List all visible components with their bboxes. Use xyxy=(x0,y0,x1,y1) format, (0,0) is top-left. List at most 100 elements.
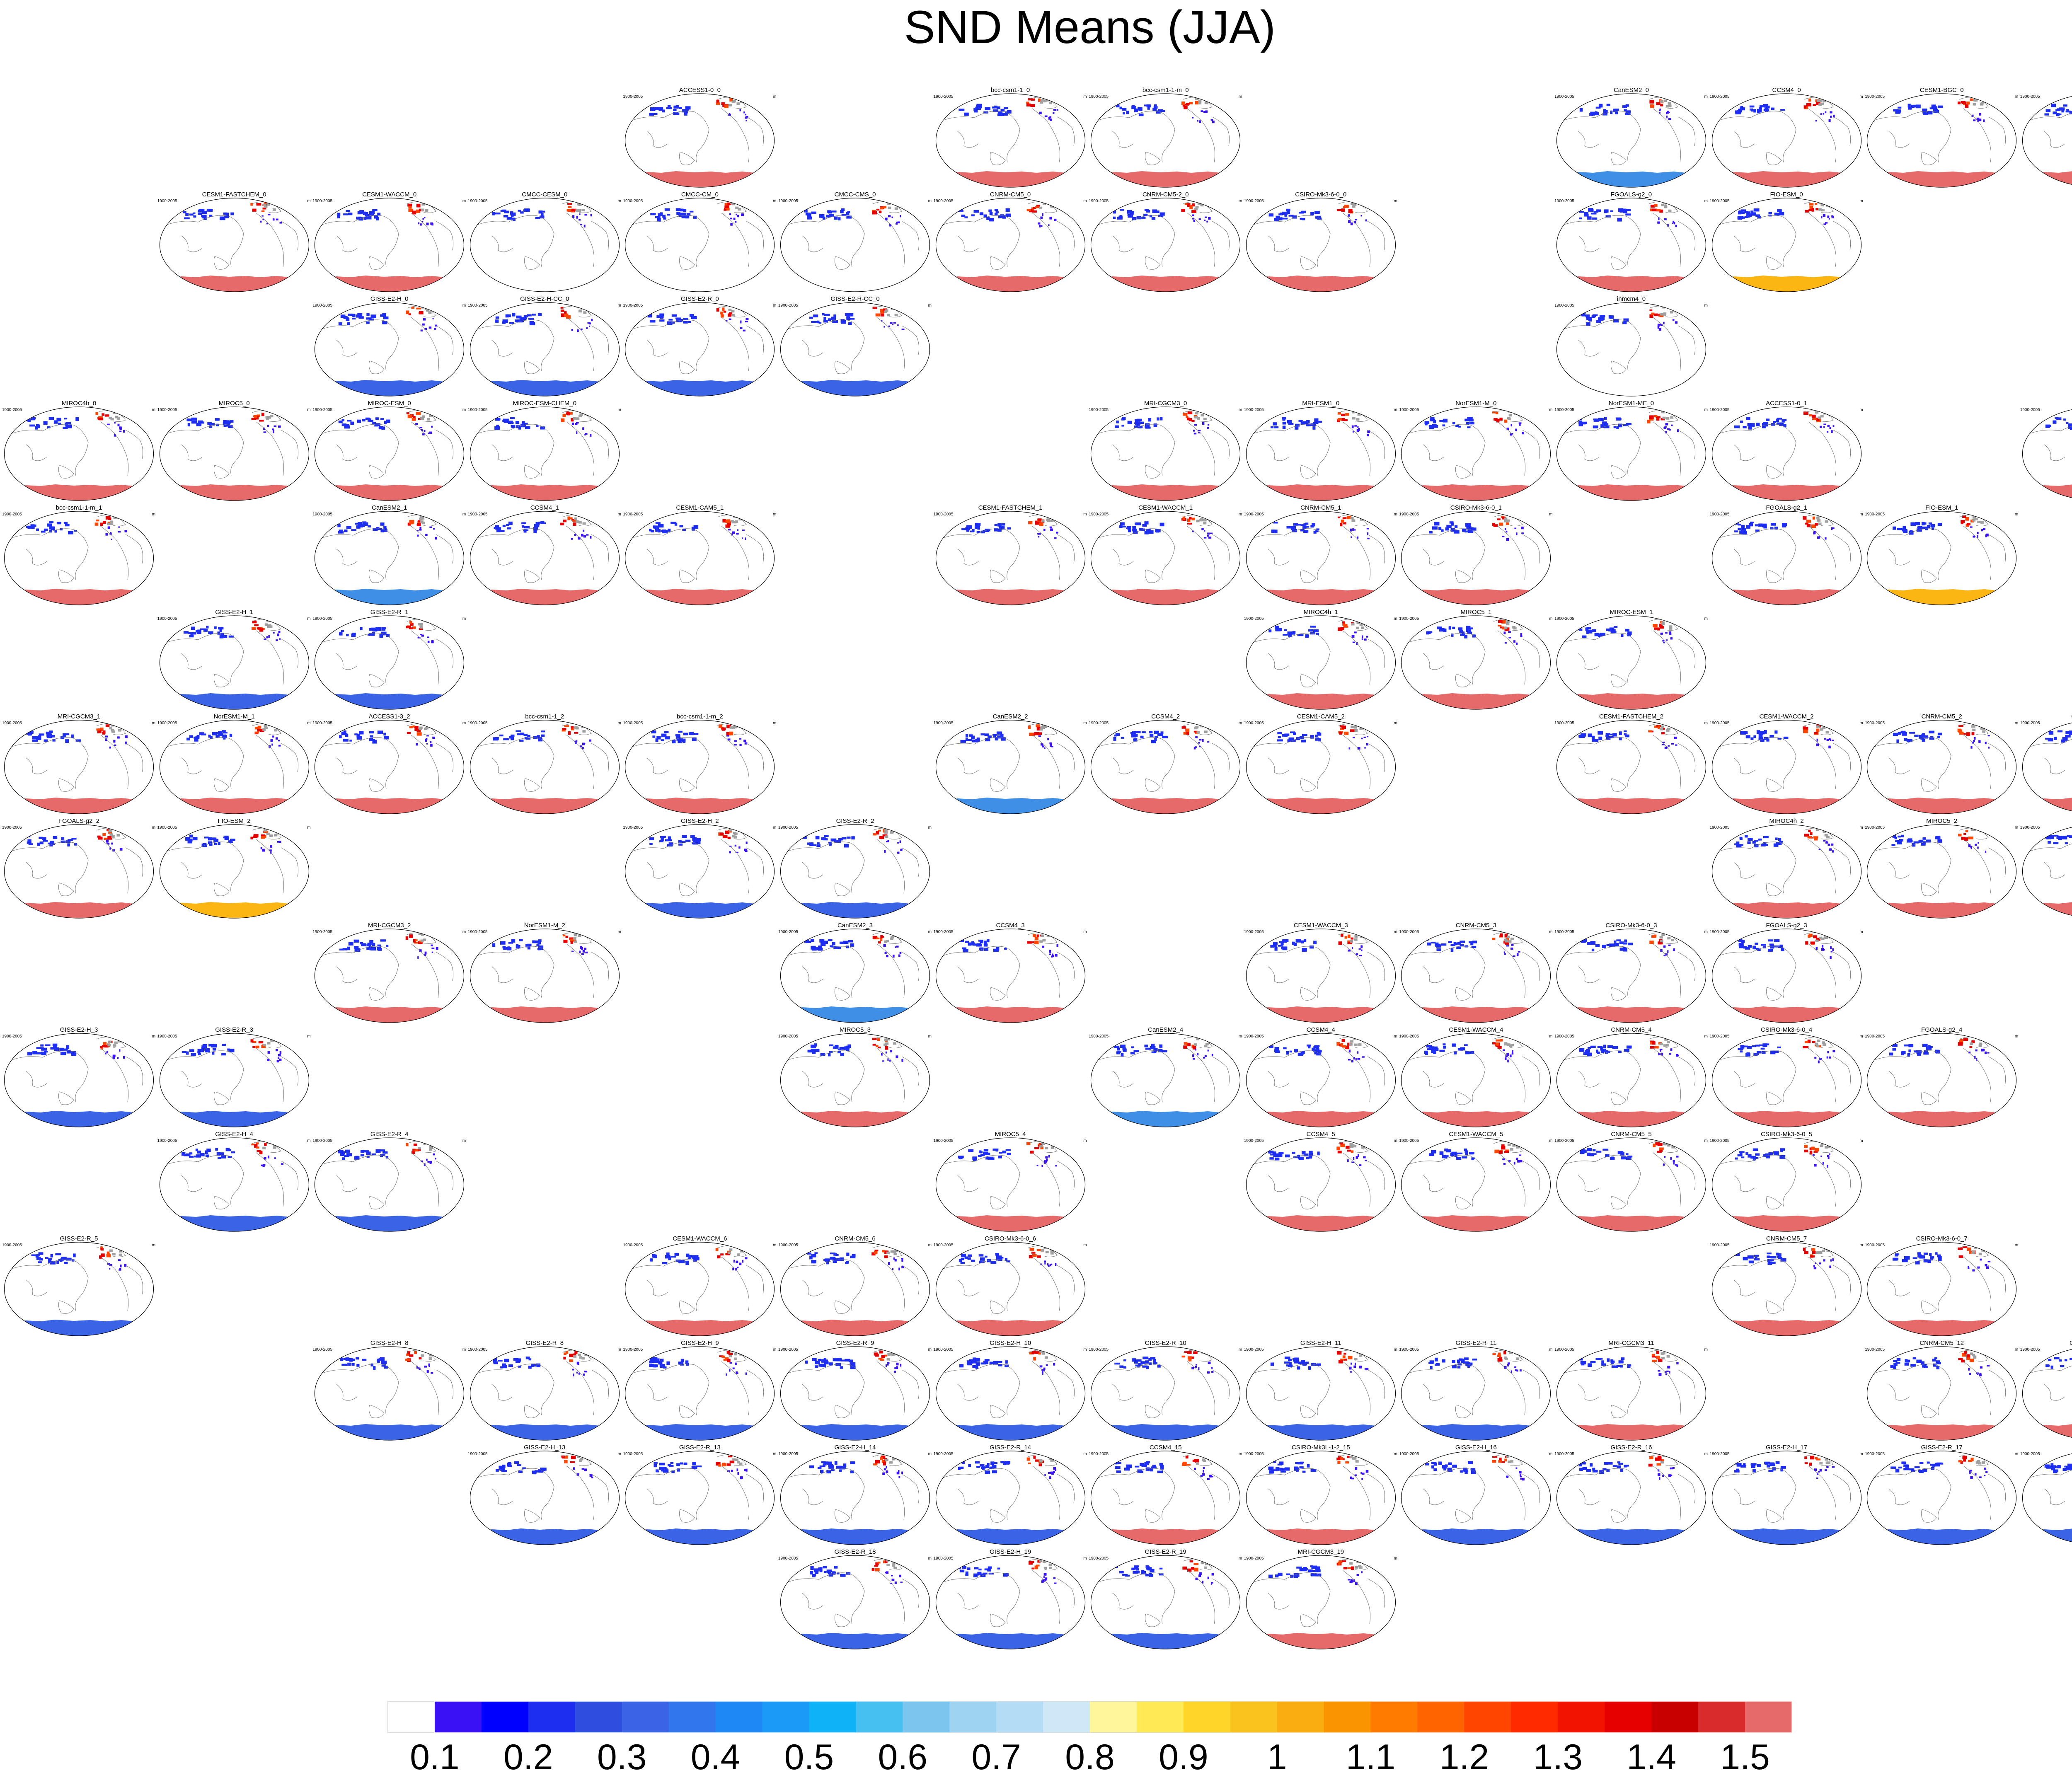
panel-title: GISS-E2-R_9 xyxy=(836,1340,874,1347)
panel-corner-label: m xyxy=(1394,1347,1397,1352)
northern-snow xyxy=(1891,828,1987,853)
panel-title: GISS-E2-H_2 xyxy=(681,817,719,825)
panel-corner-label: m xyxy=(307,721,311,725)
map-panel: CSIRO-Mk3-6-0_3 1900-2005 m xyxy=(1554,921,1709,1025)
panel-title: CESM1-WACCM_1 xyxy=(1138,504,1193,511)
coastlines xyxy=(475,1454,609,1523)
northern-snow xyxy=(1738,1039,1835,1064)
coastlines xyxy=(1251,723,1385,792)
panel-years-label: 1900-2005 xyxy=(467,303,488,308)
map-outline xyxy=(1711,1242,1861,1336)
panel-years-label: 1900-2005 xyxy=(467,512,488,517)
map-svg xyxy=(470,929,620,1023)
panel-corner-label: m xyxy=(773,721,777,725)
panel-corner-label: m xyxy=(1238,721,1242,725)
panel-title: MIROC4h_0 xyxy=(61,400,97,407)
map-panel: GISS-E2-R_5 1900-2005 m xyxy=(1,1235,157,1338)
map-panel: CNRM-CM5_3 1900-2005 m xyxy=(1398,921,1554,1025)
map-outline xyxy=(4,1033,154,1127)
northern-snow xyxy=(1579,1351,1679,1376)
northern-snow xyxy=(804,201,901,227)
map-svg xyxy=(1556,1137,1706,1232)
coastlines xyxy=(2027,737,2072,789)
map-svg xyxy=(935,720,1085,814)
panel-title: CNRM-CM5_12 xyxy=(1920,1340,1964,1347)
northern-snow xyxy=(958,1455,1056,1479)
map-outline xyxy=(625,824,775,919)
panel-title: GISS-E2-R_8 xyxy=(525,1340,564,1347)
panel-years-label: 1900-2005 xyxy=(1554,303,1574,308)
coastlines xyxy=(320,932,454,1001)
antarctic-fill-core xyxy=(800,389,912,396)
map-panel: NorESM1-ME_0 1900-2005 m xyxy=(1554,399,1709,503)
panel-years-label: 1900-2005 xyxy=(1089,1556,1109,1561)
panel-title: CESM1-FASTCHEM_1 xyxy=(978,504,1043,511)
panel-corner-label: m xyxy=(928,199,932,203)
panel-corner-label: m xyxy=(1238,199,1242,203)
panel-years-label: 1900-2005 xyxy=(778,1452,798,1456)
northern-snow xyxy=(27,1040,125,1059)
panel-years-label: 1900-2005 xyxy=(1709,825,1730,830)
coastlines xyxy=(1251,1559,1385,1627)
northern-snow xyxy=(1734,515,1835,540)
map-panel: GISS-E2-R_4 1900-2005 m xyxy=(312,1130,467,1234)
northern-snow xyxy=(1581,933,1675,956)
panel-years-label: 1900-2005 xyxy=(467,721,488,725)
coastlines xyxy=(320,410,454,479)
coastlines xyxy=(1251,1037,1385,1105)
panel-title: MIROC4h_1 xyxy=(1303,609,1338,616)
panel-title: CSIRO-Mk3-6-0_7 xyxy=(1916,1235,1968,1242)
panel-corner-label: m xyxy=(1083,1243,1087,1248)
map-svg xyxy=(780,824,930,919)
map-panel: MRI-CGCM3_11 1900-2005 m xyxy=(1554,1339,1709,1443)
antarctic-fill-core xyxy=(1731,1328,1844,1336)
panel-years-label: 1900-2005 xyxy=(157,617,177,621)
panel-years-label: 1900-2005 xyxy=(1244,1452,1264,1456)
northern-snow xyxy=(494,411,592,437)
map-svg xyxy=(4,511,154,605)
panel-years-label: 1900-2005 xyxy=(1244,721,1264,725)
map-panel: FIO-ESM_1 1900-2005 m xyxy=(1864,504,2019,607)
coastlines xyxy=(2027,111,2072,163)
panel-title: CNRM-CM5_4 xyxy=(1611,1026,1652,1033)
panel-title: GISS-E2-R_11 xyxy=(1455,1340,1497,1347)
map-panel: CanESM2_1 1900-2005 m xyxy=(312,504,467,607)
map-panel: CSIRO-Mk3-6-0_6 1900-2005 m xyxy=(933,1235,1088,1338)
map-svg xyxy=(1867,511,2017,605)
panel-title: GISS-E2-H_1 xyxy=(215,609,253,616)
panel-corner-label: m xyxy=(1859,1034,1863,1039)
panel-title: GISS-E2-R_18 xyxy=(834,1548,876,1555)
panel-title: CCSM4_4 xyxy=(1306,1026,1335,1033)
antarctic-fill-core xyxy=(2042,911,2072,918)
map-panel: inmcm4_0 1900-2005 m xyxy=(1554,295,1709,399)
map-panel: GISS-E2-R_17 1900-2005 m xyxy=(1864,1444,2019,1547)
panel-years-label: 1900-2005 xyxy=(157,408,177,412)
map-panel: GISS-E2-H_14 1900-2005 m xyxy=(777,1444,933,1547)
map-panel: CNRM-CM5_5 1900-2005 m xyxy=(1554,1130,1709,1234)
map-outline xyxy=(1711,720,1861,814)
map-outline xyxy=(625,302,775,397)
antarctic-fill-core xyxy=(179,493,291,501)
panel-title: bcc-csm1-1-m_2 xyxy=(677,713,723,720)
northern-snow xyxy=(654,1455,748,1480)
antarctic-fill-core xyxy=(334,1015,447,1023)
panel-years-label: 1900-2005 xyxy=(1399,408,1419,412)
northern-snow xyxy=(957,202,1056,227)
panel-years-label: 1900-2005 xyxy=(1244,930,1264,934)
panel-years-label: 1900-2005 xyxy=(1554,1139,1574,1143)
map-panel: CESM1-FASTCHEM_0 1900-2005 m xyxy=(157,191,312,294)
panel-years-label: 1900-2005 xyxy=(778,199,798,203)
northern-snow xyxy=(2044,1463,2072,1473)
antarctic-fill-core xyxy=(24,1328,136,1336)
northern-snow xyxy=(1889,1037,1990,1061)
panel-title: GISS-E2-R_1 xyxy=(370,609,409,616)
antarctic-fill-core xyxy=(1111,597,1223,605)
panel-corner-label: m xyxy=(1394,1452,1397,1456)
northern-snow xyxy=(1578,411,1679,434)
map-svg xyxy=(1556,1451,1706,1545)
panel-years-label: 1900-2005 xyxy=(1865,1243,1885,1248)
map-svg xyxy=(1246,1451,1396,1545)
northern-snow xyxy=(495,1455,593,1479)
panel-years-label: 1900-2005 xyxy=(2,1243,22,1248)
